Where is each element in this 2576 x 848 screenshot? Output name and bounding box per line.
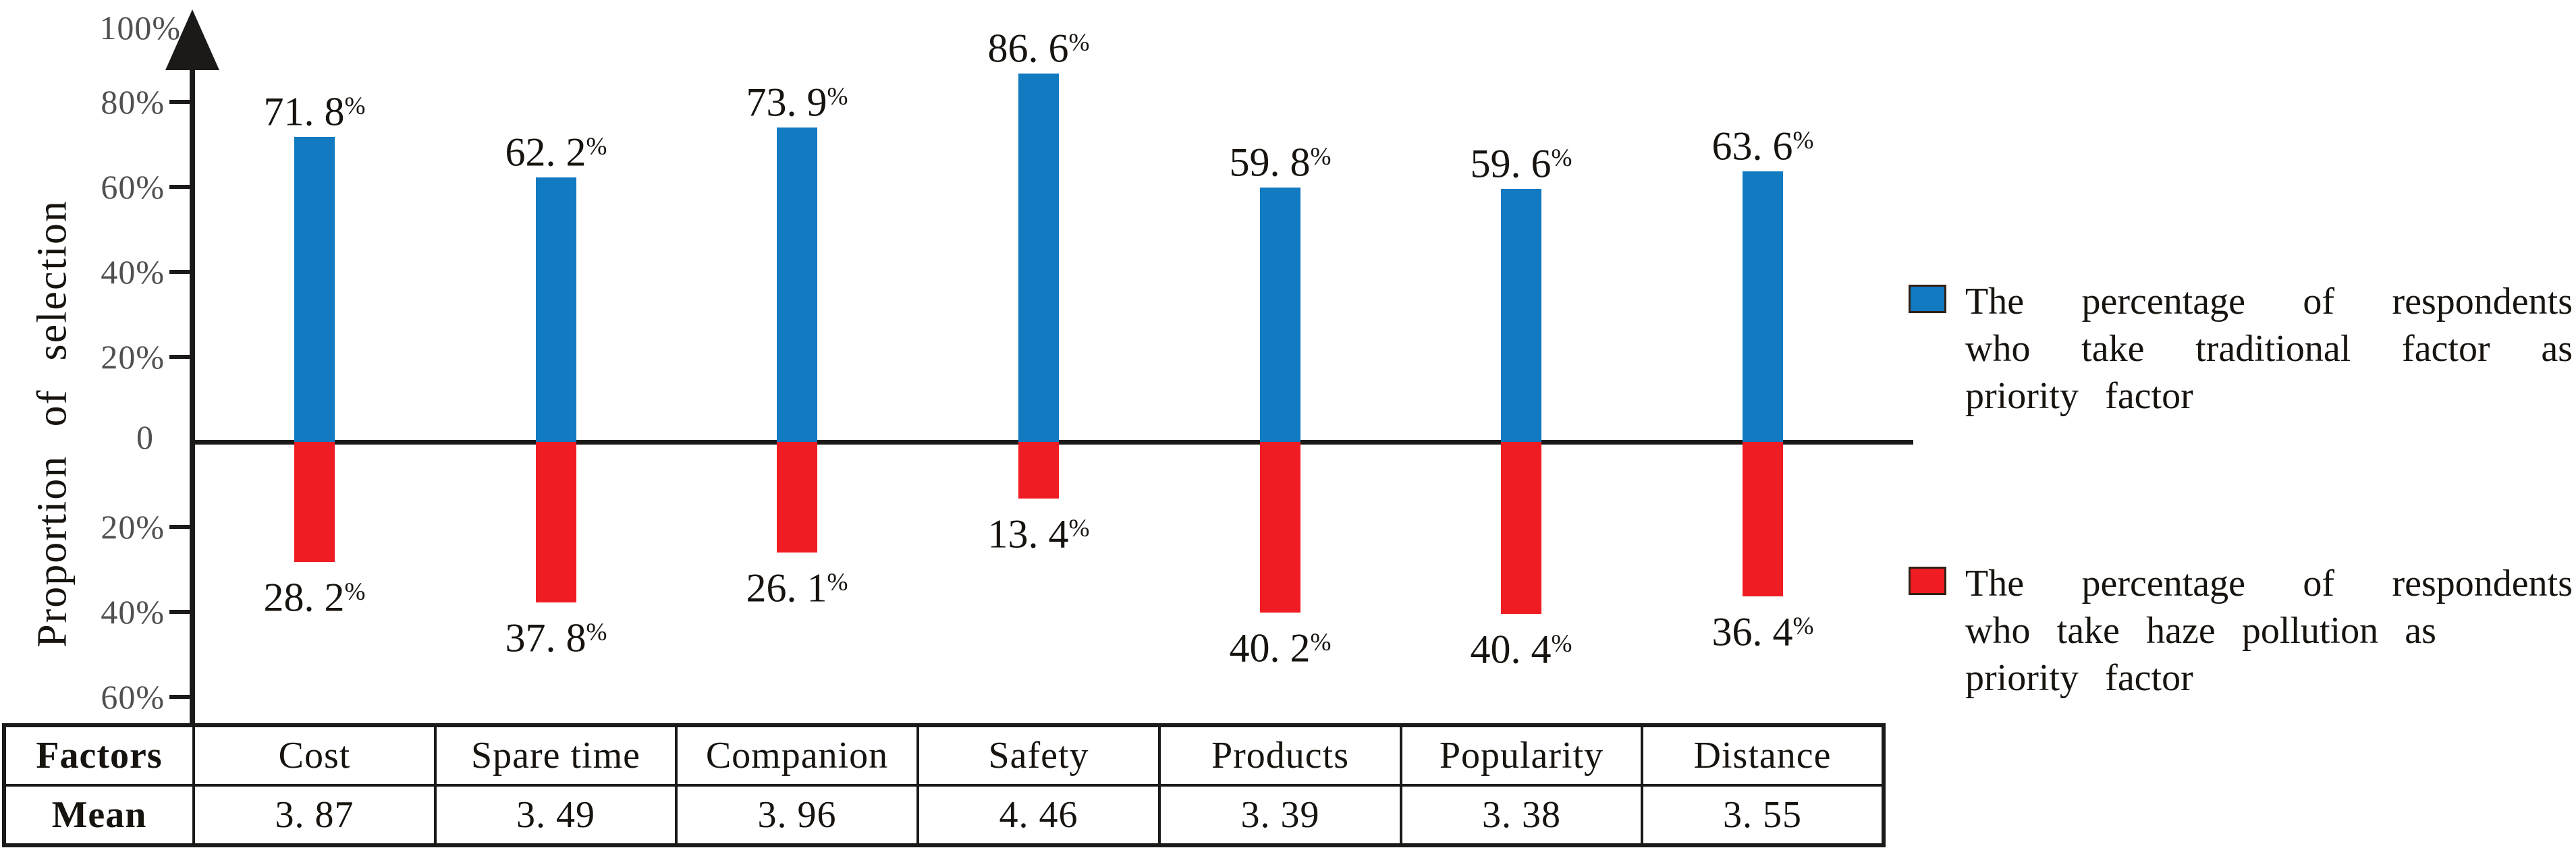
- bar-value-traditional-spare-time: 62. 2%: [505, 130, 607, 175]
- bar-haze-distance: [1743, 442, 1783, 597]
- legend-swatch-haze-icon: [1909, 567, 1946, 595]
- table-factor-cell: Spare time: [434, 724, 678, 787]
- y-axis-tick-label: 20%: [101, 508, 165, 546]
- bar-traditional-products: [1260, 188, 1300, 442]
- y-axis-tick: [169, 100, 192, 104]
- bar-haze-cost: [294, 442, 335, 562]
- bar-value-traditional-products: 59. 8%: [1229, 140, 1332, 185]
- table-row: Factors Cost Spare time Companion Safety Prod…: [3, 724, 1885, 787]
- bar-value-haze-safety: 13. 4%: [987, 512, 1090, 557]
- y-axis-tick: [169, 355, 192, 359]
- table-mean-cell: 3. 55: [1641, 784, 1885, 847]
- bar-haze-popularity: [1501, 442, 1541, 614]
- table-header-factors: Factors: [3, 724, 195, 787]
- table-row: Mean 3. 87 3. 49 3. 96 4. 46 3. 39 3. 38 3. 55: [3, 784, 1885, 847]
- table-mean-cell: 3. 96: [675, 784, 919, 847]
- table-factor-cell: Cost: [192, 724, 437, 787]
- legend-line: The percentage of respondents: [1965, 281, 2573, 322]
- legend-line: who take haze pollution as: [1965, 610, 2436, 652]
- legend-item-traditional: The percentage of respondents who take t…: [1909, 278, 2573, 420]
- y-axis-tick: [169, 695, 192, 699]
- legend-line: priority factor: [1965, 657, 2193, 699]
- bar-traditional-cost: [294, 136, 335, 442]
- table-mean-cell: 3. 87: [192, 784, 437, 847]
- legend-line: priority factor: [1965, 375, 2193, 417]
- table-mean-cell: 4. 46: [916, 784, 1161, 847]
- bar-value-haze-distance: 36. 4%: [1711, 610, 1814, 655]
- table-header-mean: Mean: [3, 784, 195, 847]
- legend-line: The percentage of respondents: [1965, 563, 2573, 604]
- bar-value-haze-cost: 28. 2%: [263, 575, 366, 620]
- bar-value-haze-spare-time: 37. 8%: [505, 615, 607, 660]
- bar-value-traditional-cost: 71. 8%: [263, 89, 366, 134]
- table-factor-cell: Distance: [1641, 724, 1885, 787]
- y-axis-tick: [169, 525, 192, 529]
- table-mean-cell: 3. 49: [434, 784, 678, 847]
- y-axis-top-label: 100%: [99, 9, 181, 47]
- y-axis-line: [190, 47, 195, 725]
- y-axis-tick-label: 40%: [101, 253, 165, 291]
- table-mean-cell: 3. 39: [1158, 784, 1402, 847]
- legend-swatch-traditional-icon: [1909, 285, 1946, 313]
- bar-value-haze-popularity: 40. 4%: [1470, 627, 1572, 672]
- bar-value-haze-products: 40. 2%: [1229, 625, 1332, 671]
- bar-traditional-safety: [1018, 74, 1059, 442]
- y-axis-arrow-icon: [165, 9, 219, 70]
- y-axis-tick: [169, 270, 192, 274]
- y-axis-tick: [169, 185, 192, 189]
- bar-value-traditional-safety: 86. 6%: [987, 26, 1090, 72]
- table-mean-cell: 3. 38: [1400, 784, 1643, 847]
- bar-value-haze-companion: 26. 1%: [746, 566, 848, 611]
- table-factor-cell: Products: [1158, 724, 1402, 787]
- y-axis-tick-label: 60%: [101, 678, 165, 716]
- y-axis-tick-label: 60%: [101, 168, 165, 206]
- bar-haze-products: [1260, 442, 1300, 613]
- table-factor-cell: Popularity: [1400, 724, 1643, 787]
- y-axis-tick-label: 40%: [101, 593, 165, 631]
- legend-text-traditional: The percentage of respondents who take t…: [1965, 278, 2573, 420]
- bar-haze-safety: [1018, 442, 1059, 499]
- factors-mean-table: Factors Cost Spare time Companion Safety Prod…: [2, 723, 1886, 847]
- bar-value-traditional-distance: 63. 6%: [1711, 124, 1814, 169]
- bar-haze-spare-time: [536, 442, 576, 603]
- bar-traditional-spare-time: [536, 177, 576, 442]
- y-axis-tick: [169, 610, 192, 614]
- bar-value-traditional-companion: 73. 9%: [746, 80, 848, 125]
- table-factor-cell: Companion: [675, 724, 919, 787]
- bar-traditional-companion: [777, 128, 817, 442]
- y-axis-tick-label: 80%: [101, 83, 165, 121]
- legend-item-haze: The percentage of respondents who take h…: [1909, 560, 2573, 702]
- bar-traditional-distance: [1743, 171, 1783, 442]
- table-factor-cell: Safety: [916, 724, 1161, 787]
- bar-haze-companion: [777, 442, 817, 553]
- bar-traditional-popularity: [1501, 188, 1541, 442]
- y-axis-zero-label: 0: [136, 418, 154, 456]
- bar-value-traditional-popularity: 59. 6%: [1470, 141, 1572, 186]
- legend-text-haze: The percentage of respondents who take h…: [1965, 560, 2573, 702]
- legend-line: who take traditional factor as: [1965, 328, 2573, 370]
- y-axis-tick-label: 20%: [101, 338, 165, 376]
